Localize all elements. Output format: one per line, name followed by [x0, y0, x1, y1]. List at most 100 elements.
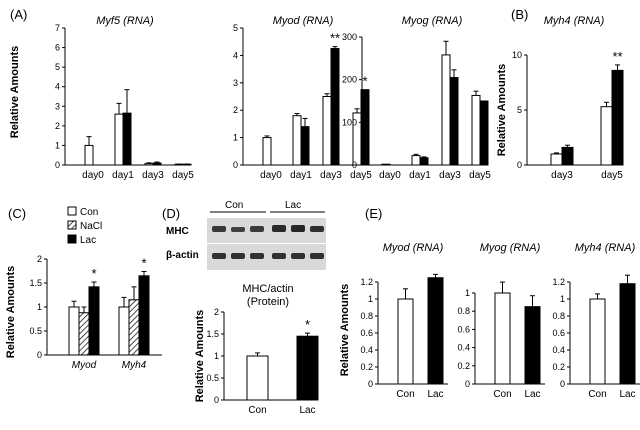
blot-row-label-mhc: MHC: [166, 226, 189, 237]
x-tick-label: Lac: [619, 389, 635, 400]
bar-value-lac: [296, 335, 319, 401]
significance-marker: *: [91, 266, 96, 281]
chart-title: Myf5 (RNA): [96, 15, 154, 27]
bar-con-day3: [322, 96, 332, 166]
y-tick-label: 0.6: [552, 328, 565, 338]
y-axis-label: Relative Amounts: [339, 284, 351, 377]
bar-value-lac: [524, 306, 541, 385]
legend-label-nacl: NaCl: [80, 221, 102, 232]
bar-value-lac: [427, 277, 444, 385]
blot-band: [291, 225, 305, 232]
x-tick-label: day5: [172, 170, 194, 181]
chart-myod-rna-timecourse: 0 1 2 3 4 5 Myod (RNA) day0 day1 day3 ** day5 *: [233, 15, 372, 181]
x-tick-label: day3: [439, 170, 461, 181]
chart-title: Myod (RNA): [273, 15, 334, 27]
significance-marker: *: [305, 317, 310, 332]
y-tick-label: 0.6: [360, 328, 373, 338]
x-tick-label: day0: [260, 170, 282, 181]
panel-label-a: (A): [10, 7, 27, 22]
bar-con-day0: [262, 137, 272, 166]
x-tick-label: day0: [379, 170, 401, 181]
significance-marker: *: [141, 255, 146, 270]
bar-con-day3: [441, 54, 451, 166]
chart-myod-rna-e: 0 0.2 0.4 0.6 0.8 1 1.2 Myod (RNA) Relative Amou…: [339, 242, 448, 400]
x-tick-label: Con: [396, 389, 414, 400]
y-tick-label: 300: [342, 32, 357, 42]
y-tick-label: 3: [55, 101, 60, 111]
bar-con-day0: [84, 144, 94, 166]
y-tick-label: 4: [233, 50, 238, 60]
blot-band: [231, 253, 245, 259]
x-tick-label: Myod: [72, 360, 97, 371]
blot-band: [250, 253, 264, 259]
y-tick-label: 7: [55, 23, 60, 33]
y-tick-label: 1: [368, 294, 373, 304]
bar-lac-day1: [419, 157, 429, 166]
y-axis-label: Relative Amounts: [496, 64, 508, 157]
y-tick-label: 0: [517, 160, 522, 170]
blot-lane-label-lac: Lac: [285, 200, 301, 211]
panel-label-b: (B): [511, 7, 528, 22]
y-tick-label: 6: [55, 43, 60, 53]
chart-title-d-line1: MHC/actin: [242, 283, 293, 295]
bar-lac-myod: [88, 286, 100, 356]
chart-title: Myod (RNA): [383, 242, 444, 254]
y-tick-label: 0.4: [457, 343, 470, 353]
y-tick-label: 0.4: [552, 345, 565, 355]
legend-c: Con NaCl Lac: [67, 206, 102, 246]
bar-value-con: [494, 292, 511, 385]
x-tick-label: day3: [142, 170, 164, 181]
y-tick-label: 0.8: [457, 306, 470, 316]
chart-title: Myog (RNA): [402, 15, 463, 27]
y-tick-label: 1.2: [360, 277, 373, 287]
bar-con-day5: [471, 94, 481, 166]
y-tick-label: 1: [465, 288, 470, 298]
y-tick-label: 0: [55, 160, 60, 170]
bar-con-myh4: [118, 306, 130, 356]
blot-band: [272, 253, 286, 259]
blot-band: [212, 253, 226, 259]
bar-lac-day3: [152, 162, 162, 166]
y-tick-label: 0.8: [552, 311, 565, 321]
blot-band: [310, 226, 324, 232]
y-tick-label: 1: [214, 351, 219, 361]
blot-band: [272, 225, 286, 232]
y-tick-label: 0: [214, 395, 219, 405]
y-tick-label: 0.5: [206, 373, 219, 383]
bar-con-day1: [411, 155, 421, 166]
x-tick-label: day1: [112, 170, 134, 181]
x-tick-label: day1: [409, 170, 431, 181]
y-tick-label: 5: [233, 23, 238, 33]
y-tick-label: 1: [560, 294, 565, 304]
chart-title: Myh4 (RNA): [544, 15, 605, 27]
bar-con-myod: [68, 306, 80, 356]
bar-value-con: [589, 298, 606, 385]
bar-nacl-myod: [78, 312, 90, 356]
bar-lac-day1: [122, 112, 132, 166]
significance-marker: **: [330, 31, 340, 46]
bar-lac-day3: [449, 77, 459, 166]
blot-band: [310, 253, 324, 259]
chart-myf5-rna: 0 1 2 3 4 5 6 7 Myf5 (RNA) Relative Amounts day0 da…: [9, 15, 194, 181]
y-tick-label: 0: [368, 379, 373, 389]
y-tick-label: 1: [37, 302, 42, 312]
blot-band: [250, 226, 264, 232]
bar-con-day0: [381, 163, 391, 166]
y-tick-label: 1.2: [552, 277, 565, 287]
bar-lac-day3: [330, 48, 340, 166]
x-tick-label: Lac: [427, 389, 443, 400]
blot-band: [231, 227, 245, 232]
x-tick-label: Con: [248, 405, 266, 416]
panel-label-c: (C): [8, 206, 26, 221]
y-tick-label: 0.2: [552, 362, 565, 372]
y-tick-label: 0.2: [360, 362, 373, 372]
y-tick-label: 0.8: [360, 311, 373, 321]
chart-myog-rna-e: 0 0.2 0.4 0.6 0.8 1 Myog (RNA) Con Lac: [457, 242, 545, 400]
y-tick-label: 1: [55, 140, 60, 150]
y-tick-label: 0: [352, 160, 357, 170]
bar-nacl-myh4: [128, 299, 140, 356]
blot-lane-label-con: Con: [225, 200, 243, 211]
y-tick-label: 0: [233, 160, 238, 170]
chart-title-d-line2: (Protein): [247, 296, 289, 308]
chart-myh4-rna-timecourse: 0 5 10 Myh4 (RNA) Relative Amounts day3 day5 **: [496, 15, 624, 181]
